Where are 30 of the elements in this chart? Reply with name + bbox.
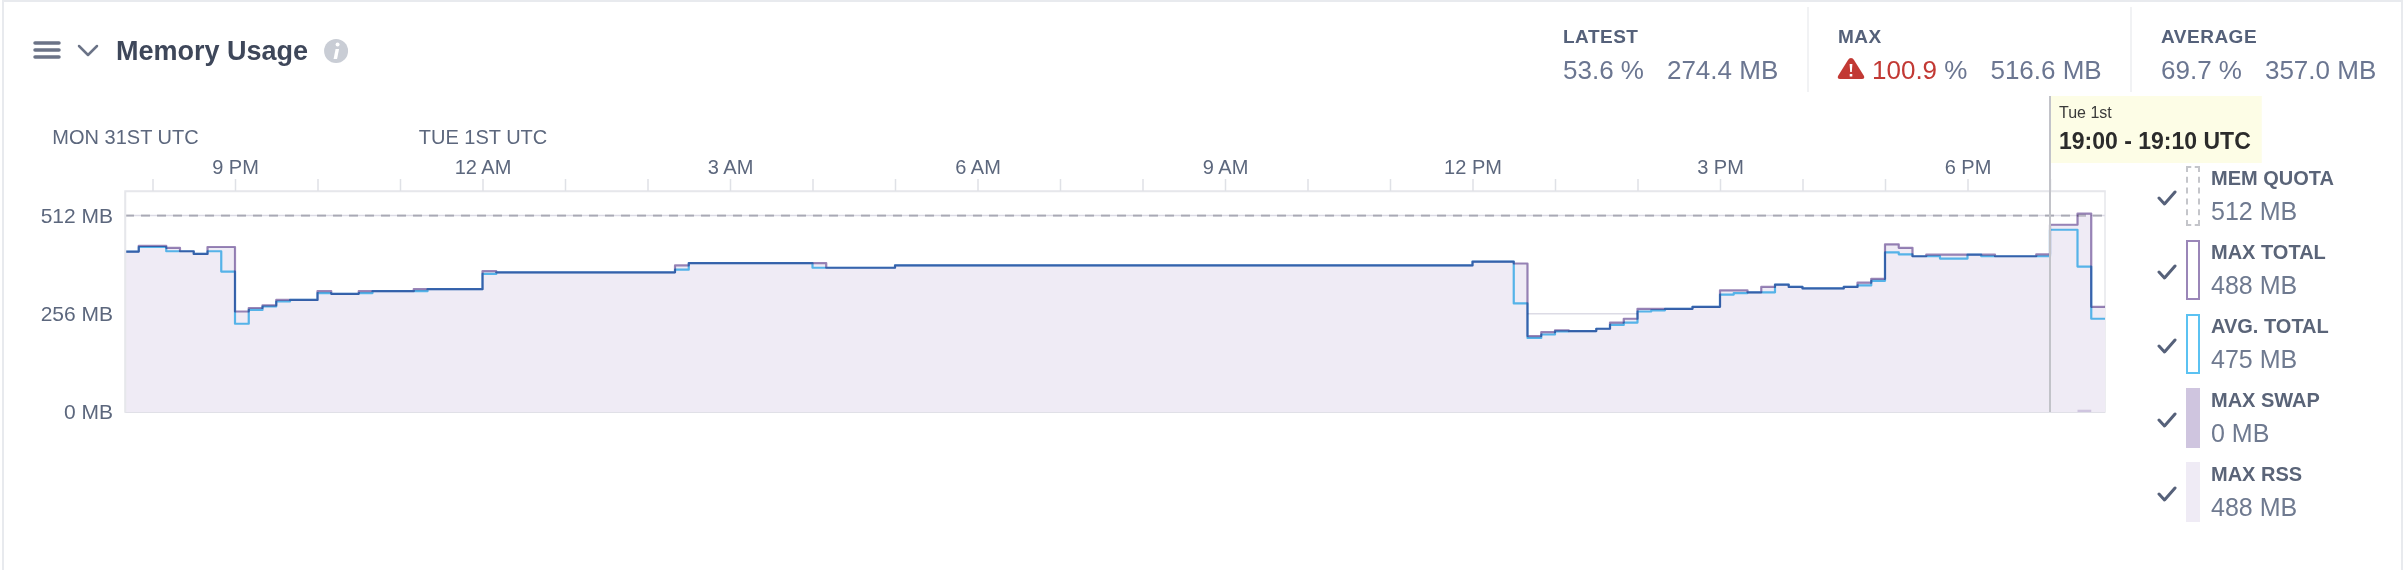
y-tick-label: 512 MB [40,203,113,227]
text: MAX [1838,26,1882,47]
text: LATEST [1563,26,1639,47]
chart-title: Memory Usage [116,36,309,66]
x2-tick-label: MON 31ST UTC [52,126,199,148]
legend-label: MAX SWAP 0 MB [2211,389,2320,447]
legend-label: MAX RSS 488 MB [2211,463,2303,521]
x-tick-label: 12 PM [1444,156,1502,178]
text: 100.9 % [1872,55,1968,85]
text: 69.7 % [2161,55,2242,85]
x-tick-label: 9 AM [1202,156,1249,178]
legend-label: MAX TOTAL 488 MB [2211,241,2326,299]
annotation: 19:00 - 19:10 UTC [2059,128,2251,154]
x2-tick-label: TUE 1ST UTC [418,126,548,148]
x-tick-label: 3 PM [1697,156,1744,178]
y-tick-label: 256 MB [40,302,113,325]
x-tick-label: 6 AM [955,156,1001,178]
text: 274.4 MB [1666,55,1779,85]
text: 357.0 MB [2264,55,2377,85]
legend-label: AVG. TOTAL 475 MB [2211,315,2329,373]
x-tick-label: 6 PM [1944,156,1992,178]
x-tick-label: 9 PM [212,156,259,178]
annotation: Tue 1st [2059,104,2113,121]
y-tick-label: 0 MB [63,400,113,424]
text: AVERAGE [2161,26,2258,47]
text: 53.6 % [1563,55,1644,85]
x-tick-label: 3 AM [707,156,754,178]
text: 516.6 MB [1990,55,2102,85]
legend-label: MEM QUOTA 512 MB [2211,167,2334,225]
x-tick-label: 12 AM [454,156,512,178]
